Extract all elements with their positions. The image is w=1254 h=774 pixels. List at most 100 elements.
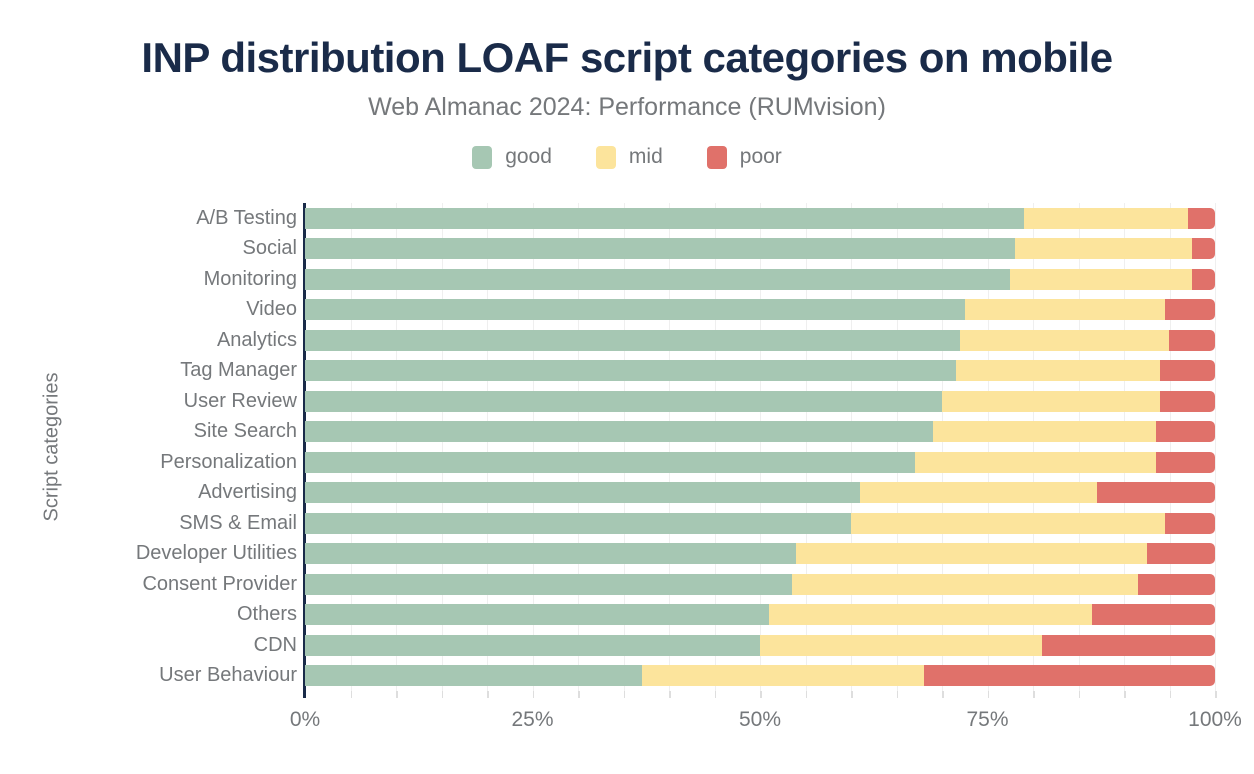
bar-row — [305, 539, 1215, 570]
bar-segment-mid — [851, 512, 1165, 534]
bar-row — [305, 203, 1215, 234]
y-axis-category-label: User Behaviour — [159, 664, 297, 687]
bar-row — [305, 630, 1215, 661]
bar-segment-good — [305, 421, 933, 443]
bar-segment-mid — [760, 634, 1043, 656]
bar-segment-good — [305, 207, 1024, 229]
y-label-row: SMS & Email — [0, 508, 297, 539]
y-label-row: Consent Provider — [0, 569, 297, 600]
legend-item-good: good — [472, 145, 552, 169]
bar-rows — [305, 203, 1215, 691]
gridline — [896, 203, 898, 691]
bar-segment-mid — [942, 390, 1161, 412]
bar-segment-mid — [1014, 238, 1193, 260]
y-label-row: Advertising — [0, 478, 297, 509]
bar-track — [305, 604, 1215, 626]
y-label-row: Monitoring — [0, 264, 297, 295]
bar-row — [305, 295, 1215, 326]
bar-segment-mid — [955, 360, 1161, 382]
x-axis-tick — [350, 691, 352, 698]
legend-swatch-mid — [595, 145, 616, 169]
x-axis-tick — [532, 691, 534, 698]
bar-row — [305, 600, 1215, 631]
x-axis-tick — [669, 691, 671, 698]
legend-label: poor — [739, 145, 782, 168]
gridline — [350, 203, 352, 691]
bar-track — [305, 482, 1215, 504]
gridline — [714, 203, 716, 691]
bar-segment-good — [305, 390, 942, 412]
y-label-row: Others — [0, 600, 297, 631]
bar-track — [305, 543, 1215, 565]
gridline — [623, 203, 625, 691]
x-axis-tick — [396, 691, 398, 698]
bar-track — [305, 421, 1215, 443]
bar-row — [305, 234, 1215, 265]
bar-segment-poor — [1092, 604, 1215, 626]
chart-title: INP distribution LOAF script categories … — [141, 34, 1113, 81]
bar-track — [305, 451, 1215, 473]
bar-row — [305, 508, 1215, 539]
plot-area: 0% 25% 50% 75% 100% — [290, 203, 1242, 731]
gridline — [1169, 203, 1171, 691]
y-axis-category-label: Consent Provider — [142, 572, 297, 595]
y-axis-labels: A/B Testing Social Monitoring Video Analytic… — [0, 203, 297, 691]
x-axis-tick — [1124, 691, 1126, 698]
y-label-row: User Review — [0, 386, 297, 417]
gridline — [396, 203, 397, 691]
x-axis-tick — [760, 691, 762, 698]
legend: good mid poor — [0, 145, 1254, 169]
bar-segment-good — [305, 604, 770, 626]
bar-track — [305, 390, 1215, 412]
bar-segment-poor — [1160, 390, 1215, 412]
x-axis-tick-label: 75% — [966, 708, 1009, 731]
gridline — [441, 203, 443, 691]
gridline — [578, 203, 579, 691]
y-axis-category-label: Others — [236, 603, 297, 626]
bar-track — [305, 512, 1215, 534]
y-axis-category-label: A/B Testing — [196, 206, 297, 229]
legend-item-mid: mid — [595, 145, 663, 169]
y-axis-category-label: Video — [246, 298, 297, 321]
y-label-row: Tag Manager — [0, 356, 297, 387]
gridline — [1215, 203, 1216, 691]
y-label-row: Developer Utilities — [0, 539, 297, 570]
bar-segment-poor — [1164, 512, 1215, 534]
bar-segment-poor — [1192, 268, 1215, 290]
x-axis-tick — [896, 691, 898, 698]
bar-segment-good — [305, 360, 956, 382]
gridline — [851, 203, 852, 691]
bar-segment-mid — [960, 329, 1170, 351]
bar-row — [305, 478, 1215, 509]
y-axis-category-label: Developer Utilities — [135, 542, 297, 565]
bar-segment-mid — [914, 451, 1156, 473]
y-axis-category-label: CDN — [253, 633, 297, 656]
bar-segment-good — [305, 573, 792, 595]
gridline — [1124, 203, 1125, 691]
x-axis-tick-label: 25% — [511, 708, 554, 731]
bar-row — [305, 447, 1215, 478]
bar-segment-good — [305, 512, 851, 534]
bar-segment-mid — [1010, 268, 1193, 290]
bar-track — [305, 329, 1215, 351]
y-axis-category-label: Site Search — [193, 420, 297, 443]
bar-segment-poor — [1187, 207, 1215, 229]
x-axis-tick — [578, 691, 580, 698]
bar-segment-mid — [964, 299, 1165, 321]
y-axis-category-label: Monitoring — [203, 267, 297, 290]
y-label-row: Analytics — [0, 325, 297, 356]
y-label-row: Site Search — [0, 417, 297, 448]
x-axis-tick — [1215, 691, 1217, 698]
bar-segment-poor — [1169, 329, 1215, 351]
bar-segment-mid — [932, 421, 1156, 443]
y-label-row: Social — [0, 234, 297, 265]
x-axis-tick — [487, 691, 489, 698]
gridline — [532, 203, 534, 691]
gridline — [987, 203, 989, 691]
bar-segment-good — [305, 238, 1015, 260]
x-axis-tick — [1033, 691, 1035, 698]
x-axis-tick — [851, 691, 853, 698]
legend-label: mid — [628, 145, 663, 168]
bar-row — [305, 569, 1215, 600]
